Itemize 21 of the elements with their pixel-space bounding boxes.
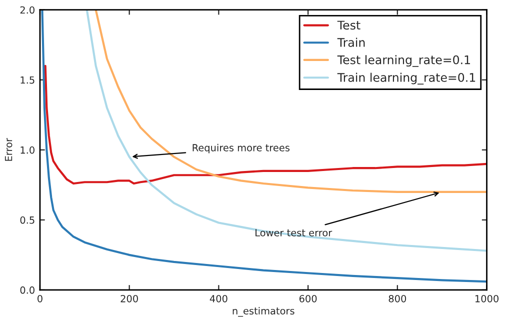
x-tick-label: 200	[120, 294, 138, 302]
y-tick-label: 1.0	[20, 146, 34, 154]
legend-label: Test	[337, 20, 360, 30]
legend-label: Train	[337, 38, 365, 47]
annotation: Lower test error	[256, 229, 332, 236]
y-tick-label: 2.0	[20, 6, 34, 14]
legend-label: Train learning_rate=0.1	[337, 72, 476, 85]
line-series	[86, 10, 487, 252]
x-axis-title: n_estimators	[232, 307, 294, 317]
y-tick-label: 0.5	[20, 216, 34, 224]
legend-label: Test learning_rate=0.1	[337, 55, 470, 67]
x-tick-label: 0	[38, 294, 42, 302]
y-tick-label: 1.5	[20, 76, 34, 84]
y-axis-title: Error	[4, 138, 12, 161]
x-tick-label: 800	[388, 294, 406, 302]
x-tick-label: 1000	[475, 294, 498, 302]
annotation: Requires more trees	[192, 144, 290, 154]
x-tick-label: 600	[299, 294, 317, 302]
y-tick-label: 0.0	[20, 286, 34, 294]
x-tick-label: 400	[210, 294, 228, 302]
line-series	[94, 10, 487, 193]
